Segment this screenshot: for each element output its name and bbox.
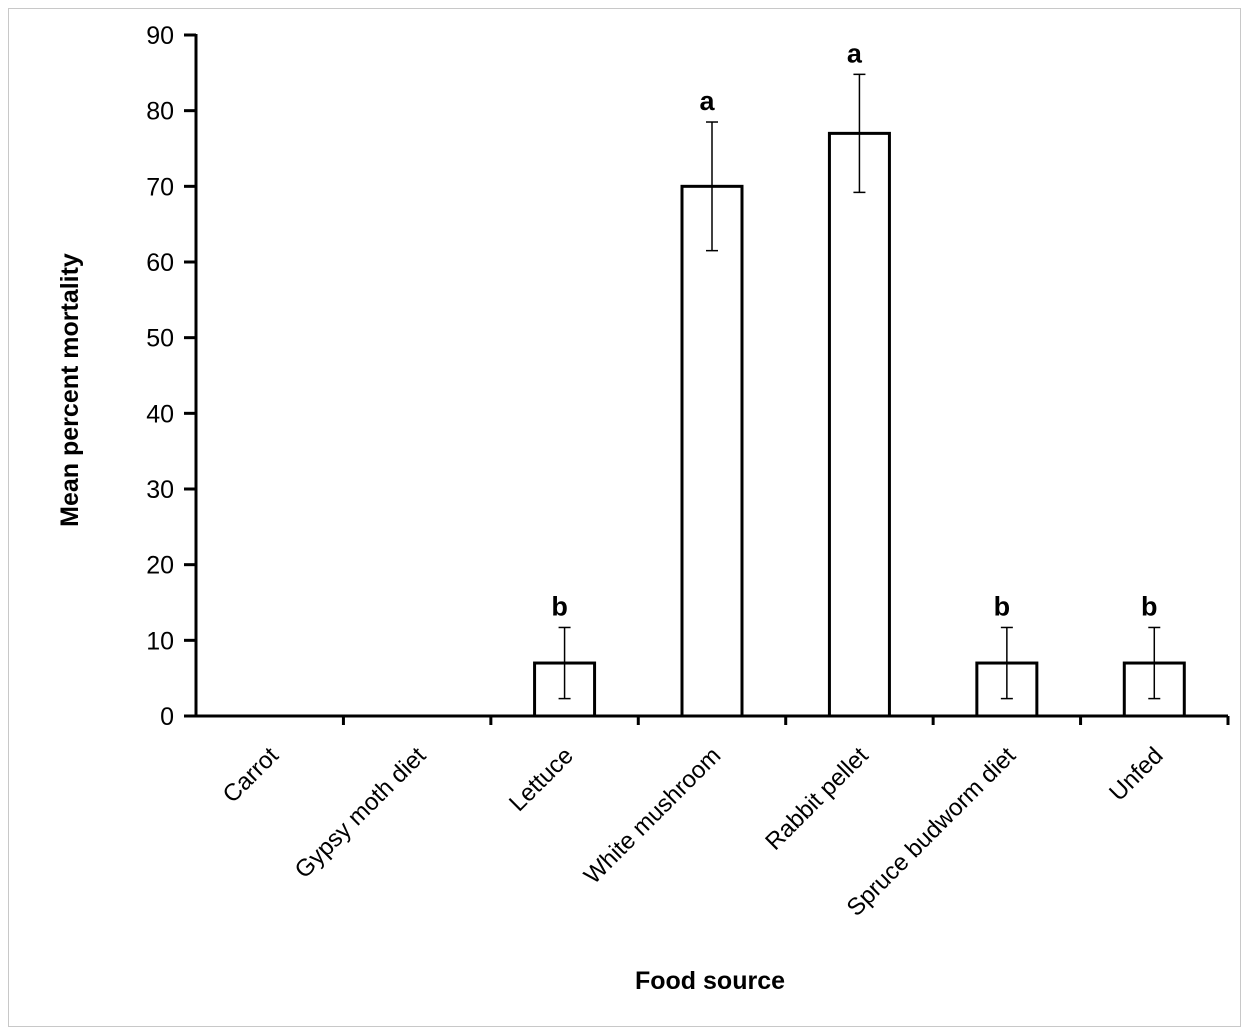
x-axis-title: Food source	[635, 967, 785, 995]
x-tick-label: Gypsy moth diet	[290, 742, 432, 884]
y-tick-label: 0	[160, 703, 174, 731]
y-tick-label: 60	[146, 249, 174, 277]
y-tick-label: 10	[146, 627, 174, 655]
y-tick-label: 90	[146, 22, 174, 50]
y-ticks: 0 10 20 30 40 50 60 70 80 90	[146, 22, 196, 731]
bar	[682, 186, 742, 716]
significance-letter: b	[994, 591, 1011, 621]
y-tick-label: 70	[146, 173, 174, 201]
x-tick-label: Unfed	[1104, 742, 1168, 806]
x-tick-label: Lettuce	[504, 742, 579, 817]
x-tick-label: Carrot	[218, 742, 284, 808]
x-tick-label: Spruce budworm diet	[842, 742, 1022, 922]
significance-letter: b	[1141, 591, 1158, 621]
x-tick-label: Rabbit pellet	[760, 742, 874, 856]
significance-letter: b	[551, 591, 568, 621]
x-ticks: Carrot Gypsy moth diet Lettuce White mushro…	[218, 716, 1228, 922]
y-tick-label: 30	[146, 476, 174, 504]
significance-letter: a	[699, 86, 715, 116]
significance-letter: a	[847, 38, 863, 68]
y-tick-label: 40	[146, 400, 174, 428]
y-tick-label: 50	[146, 325, 174, 353]
y-axis-title: Mean percent mortality	[56, 253, 84, 527]
x-tick-label: White mushroom	[579, 742, 726, 889]
y-tick-label: 80	[146, 98, 174, 126]
y-tick-label: 20	[146, 552, 174, 580]
bars	[535, 133, 1185, 716]
bar	[829, 133, 889, 716]
